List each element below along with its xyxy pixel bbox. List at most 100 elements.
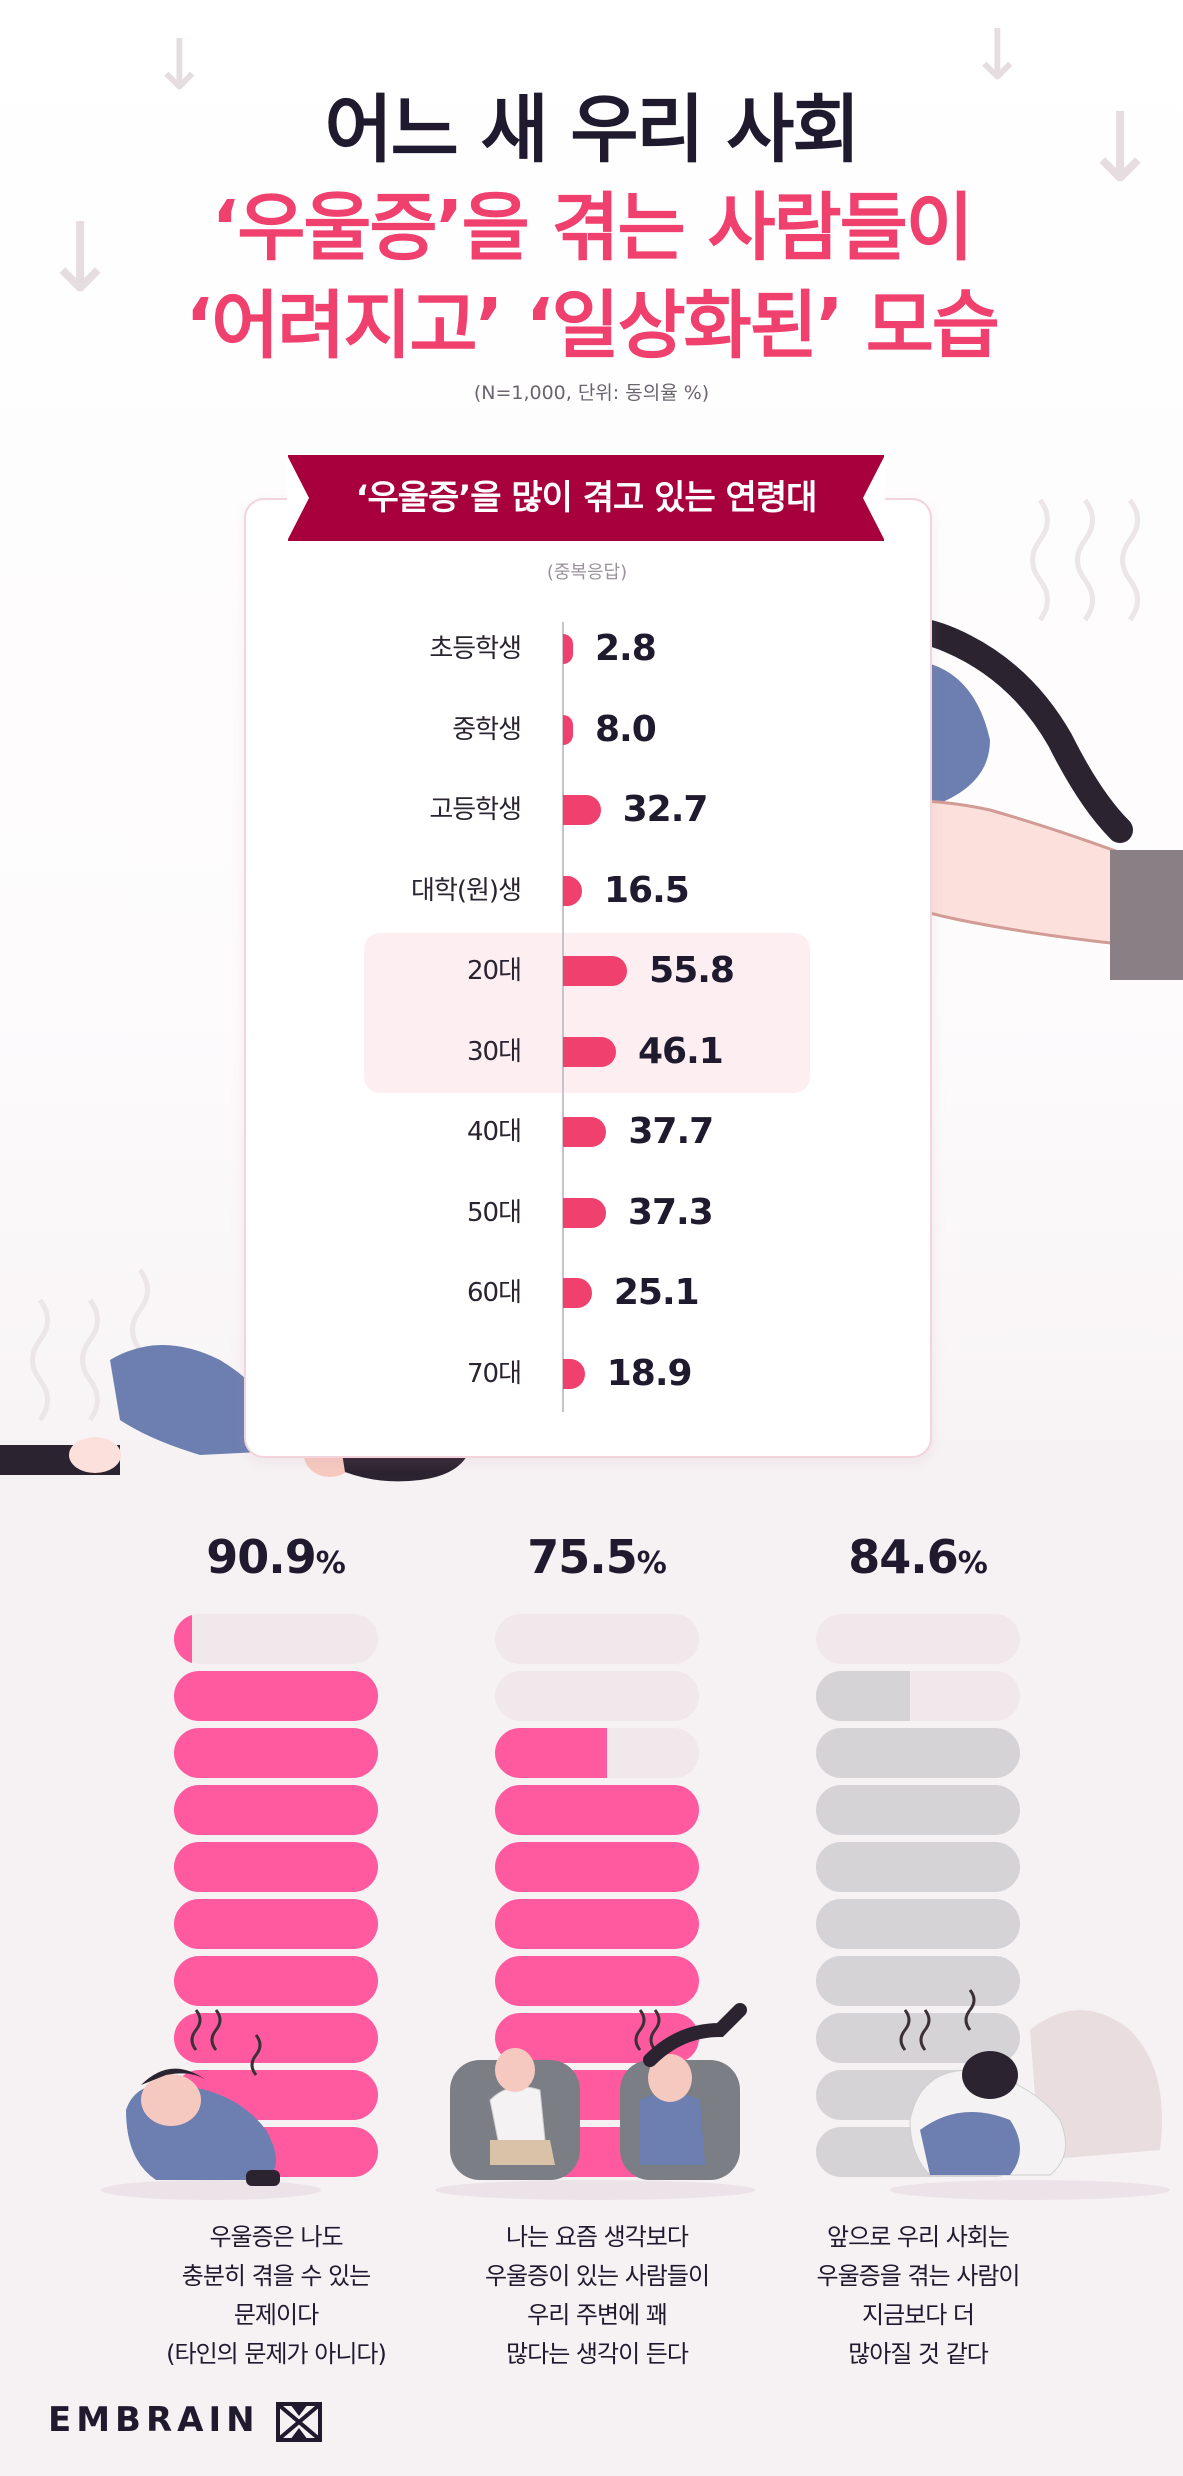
gauge-pill: [495, 1614, 699, 1664]
category-label: 20대: [466, 956, 522, 986]
bar: [563, 956, 628, 986]
agreement-percent: 90.9%: [156, 1530, 396, 1584]
category-label: 60대: [466, 1278, 522, 1308]
bar-value-label: 18.9: [606, 1352, 693, 1394]
chart-title: ‘우울증’을 많이 겪고 있는 연령대: [355, 478, 818, 518]
title-line-2: ‘우울증’을 겪는 사람들이: [211, 185, 974, 271]
percent-value: 90.9: [206, 1530, 316, 1584]
bar-value-label: 16.5: [603, 869, 690, 911]
bar-value-label: 37.7: [628, 1111, 714, 1152]
bar: [563, 1278, 592, 1308]
statement-line: 나는 요즘 생각보다: [506, 2223, 689, 2251]
gauge-pill-fill: [174, 1728, 378, 1778]
bar: [563, 795, 601, 825]
statement-line: 우울증은 나도: [209, 2223, 343, 2251]
hiding-figure-illustration-icon: [890, 1989, 1170, 2200]
gauge-pill-fill: [816, 1785, 1020, 1835]
statement-line: 많다는 생각이 든다: [506, 2340, 689, 2368]
gauge-pill-fill: [174, 1956, 378, 2006]
gauge-column: [495, 1614, 699, 2184]
down-arrow-icon: ↓: [40, 202, 121, 314]
gauge-pill-fill: [495, 1956, 699, 2006]
bar: [563, 875, 582, 906]
gauge-pill: [816, 1728, 1020, 1778]
gauge-pill: [174, 1671, 378, 1721]
gauge-pill: [495, 2013, 699, 2063]
category-label: 30대: [466, 1036, 522, 1067]
gauge-pill-fill: [174, 1842, 378, 1892]
percent-value: 84.6: [848, 1530, 958, 1584]
title-line-3: ‘어려지고’ ‘일상화된’ 모습: [185, 283, 1000, 369]
gauge-pill: [495, 1899, 699, 1949]
gauge-pill-fill: [495, 1842, 699, 1892]
gauge-pill: [816, 1899, 1020, 1949]
chart-title-ribbon: ‘우울증’을 많이 겪고 있는 연령대: [287, 455, 885, 541]
gauge-pill-fill: [174, 1614, 193, 1664]
gauge-pill: [495, 1728, 699, 1778]
down-arrow-icon: ↓: [1080, 92, 1161, 204]
gauge-pill: [174, 2013, 378, 2063]
gauge-pill: [816, 1956, 1020, 2006]
gauge-pill: [816, 1785, 1020, 1835]
statement-line: 문제이다: [233, 2301, 319, 2329]
gauge-pill: [174, 1956, 378, 2006]
gauge-pill-fill: [816, 1956, 1020, 2006]
bar: [563, 714, 573, 745]
statement-text: 우울증은 나도 충분히 겪을 수 있는 문제이다 (타인의 문제가 아니다): [126, 2218, 426, 2374]
sad-figure-illustration-icon: [101, 2009, 321, 2200]
gauge-pill-fill: [495, 1785, 699, 1835]
gauge-pill: [174, 1785, 378, 1835]
bar-value-label: 2.8: [595, 628, 657, 669]
category-label: 대학(원)생: [411, 875, 522, 906]
category-label: 중학생: [452, 714, 522, 745]
bar: [563, 1036, 616, 1067]
statement-line: 우울증이 있는 사람들이: [484, 2262, 710, 2290]
gauge-pill: [495, 1785, 699, 1835]
down-arrow-icon: ↓: [150, 24, 209, 106]
gauge-pill-fill: [495, 1899, 699, 1949]
gauge-pill: [495, 1842, 699, 1892]
gauge-pill-fill: [174, 1671, 378, 1721]
brand-logo: EMBRAIN: [48, 2400, 260, 2440]
gauge-pill-fill: [816, 1899, 1020, 1949]
bar-value-label: 8.0: [595, 708, 657, 750]
bar-value-label: 32.7: [622, 789, 709, 830]
bar-value-label: 37.3: [627, 1191, 714, 1233]
agreement-percent: 84.6%: [798, 1530, 1038, 1584]
sample-note: (N=1,000, 단위: 동의율 %): [473, 382, 710, 404]
gauge-pill-fill: [816, 1842, 1020, 1892]
gauge-pill-fill: [816, 1671, 910, 1721]
percent-value: 75.5: [527, 1530, 637, 1584]
gauge-pill-fill: [174, 2013, 378, 2063]
statement-line: 충분히 겪을 수 있는: [181, 2262, 372, 2290]
category-label: 70대: [466, 1358, 522, 1389]
chart-subtitle: (중복응답): [546, 562, 628, 583]
gauge-pill: [816, 1671, 1020, 1721]
percent-unit: %: [636, 1546, 667, 1581]
title-line-1: 어느 새 우리 사회: [324, 87, 861, 173]
gauge-pill: [174, 1728, 378, 1778]
down-arrow-icon: ↓: [968, 14, 1027, 96]
category-label: 초등학생: [429, 634, 522, 664]
gauge-pill-fill: [816, 1728, 1020, 1778]
bar: [563, 1117, 607, 1147]
wavy-lines-icon: [1030, 498, 1140, 622]
gauge-pill: [174, 1614, 378, 1664]
gauge-pill-fill: [495, 1728, 608, 1778]
bar: [563, 1197, 606, 1228]
chart-axis: [562, 622, 564, 1412]
category-label: 고등학생: [429, 795, 522, 825]
statement-line: 우리 주변에 꽤: [527, 2301, 668, 2329]
gauge-pill: [495, 1671, 699, 1721]
bar-value-label: 55.8: [649, 950, 735, 991]
percent-unit: %: [315, 1546, 346, 1581]
gauge-pill: [816, 1614, 1020, 1664]
bar: [563, 1358, 585, 1389]
statement-line: 많아질 것 같다: [848, 2340, 989, 2368]
gauge-pill-fill: [174, 1899, 378, 1949]
bar-value-label: 46.1: [638, 1030, 724, 1072]
statement-line: 앞으로 우리 사회는: [827, 2223, 1010, 2251]
statement-line: 지금보다 더: [861, 2301, 975, 2329]
gauge-pill: [816, 1842, 1020, 1892]
